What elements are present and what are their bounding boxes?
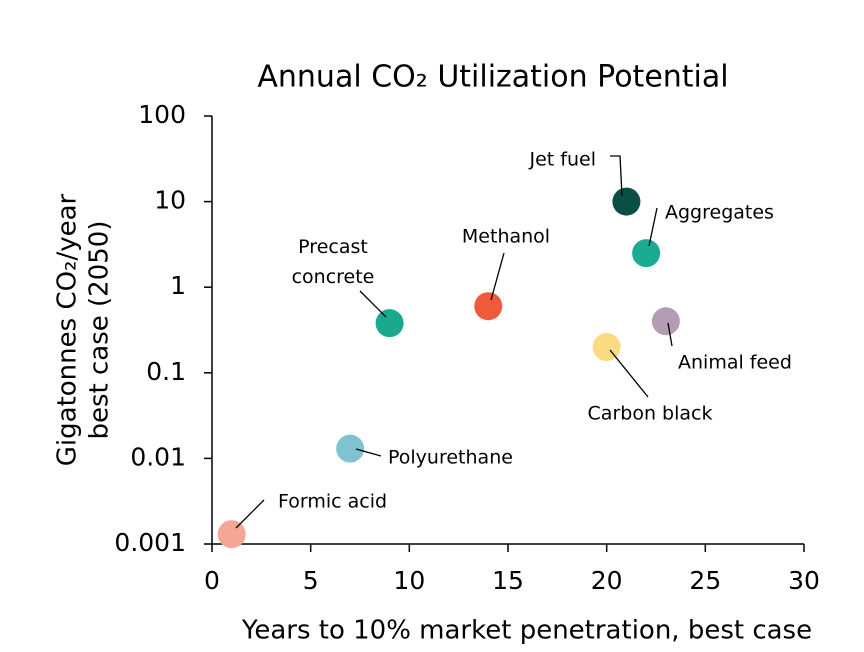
point xyxy=(592,333,621,362)
y-tick-label: 0.1 xyxy=(146,357,186,386)
point-label: Carbon black xyxy=(588,403,713,425)
chart-title: Annual CO₂ Utilization Potential xyxy=(257,60,728,95)
leader-line xyxy=(610,155,623,197)
x-tick-label: 0 xyxy=(204,566,220,595)
x-tick-label: 15 xyxy=(492,566,524,595)
y-tick-label: 10 xyxy=(154,186,186,215)
x-tick-label: 10 xyxy=(393,566,425,595)
leader-line xyxy=(609,349,649,398)
label-line: Precast xyxy=(298,236,368,258)
y-tick-label: 1 xyxy=(170,271,186,300)
leader-line xyxy=(355,448,382,457)
point xyxy=(651,307,680,336)
y-tick-label: 0.001 xyxy=(114,528,186,557)
leader-line xyxy=(648,207,658,247)
point-label: Animal feed xyxy=(678,352,792,374)
y-axis-label-line: Gigatonnes CO₂/year xyxy=(53,193,83,466)
point xyxy=(336,434,365,463)
point-label: Precast concrete xyxy=(292,236,375,288)
point-label: Polyurethane xyxy=(388,447,513,469)
x-tick-label: 25 xyxy=(689,566,721,595)
x-tick-label: 20 xyxy=(591,566,623,595)
y-axis-label: Gigatonnes CO₂/year best case (2050) xyxy=(53,193,115,466)
point xyxy=(612,187,641,216)
point-label: Jet fuel xyxy=(529,149,596,171)
point xyxy=(217,520,246,549)
leader-line xyxy=(235,499,265,529)
point-label: Methanol xyxy=(462,226,550,248)
point xyxy=(474,292,503,321)
x-axis-label: Years to 10% market penetration, best ca… xyxy=(241,616,812,646)
point-label: Aggregates xyxy=(665,202,774,224)
leader-line xyxy=(359,290,387,318)
point xyxy=(375,309,404,338)
point-label: Formic acid xyxy=(278,491,387,513)
label-line: concrete xyxy=(292,266,375,288)
y-tick-label: 100 xyxy=(138,100,186,129)
x-tick-label: 30 xyxy=(788,566,820,595)
leader-line xyxy=(490,252,505,301)
y-tick-label: 0.01 xyxy=(130,442,186,471)
point xyxy=(632,239,661,268)
leader-line xyxy=(667,322,673,347)
x-tick-label: 5 xyxy=(303,566,319,595)
y-axis-label-line: best case (2050) xyxy=(85,221,115,440)
